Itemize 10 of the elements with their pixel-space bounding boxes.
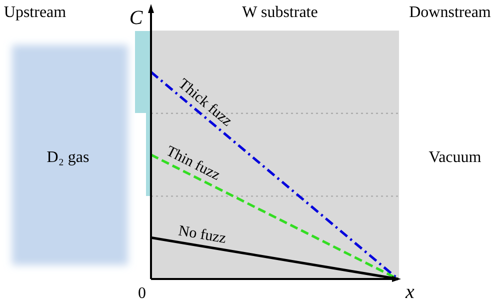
text: No fuzz [177,223,228,247]
annotation: Vacuum [428,149,482,166]
y-axis-title: C [129,7,144,29]
text: W substrate [242,4,318,21]
text: Downstream [409,4,492,21]
text: 0 [138,285,146,302]
annotation: D₂ gas [46,149,90,166]
text: Thin fuzz [164,143,223,184]
x-axis-title: x [404,281,415,303]
text: Upstream [4,4,67,21]
